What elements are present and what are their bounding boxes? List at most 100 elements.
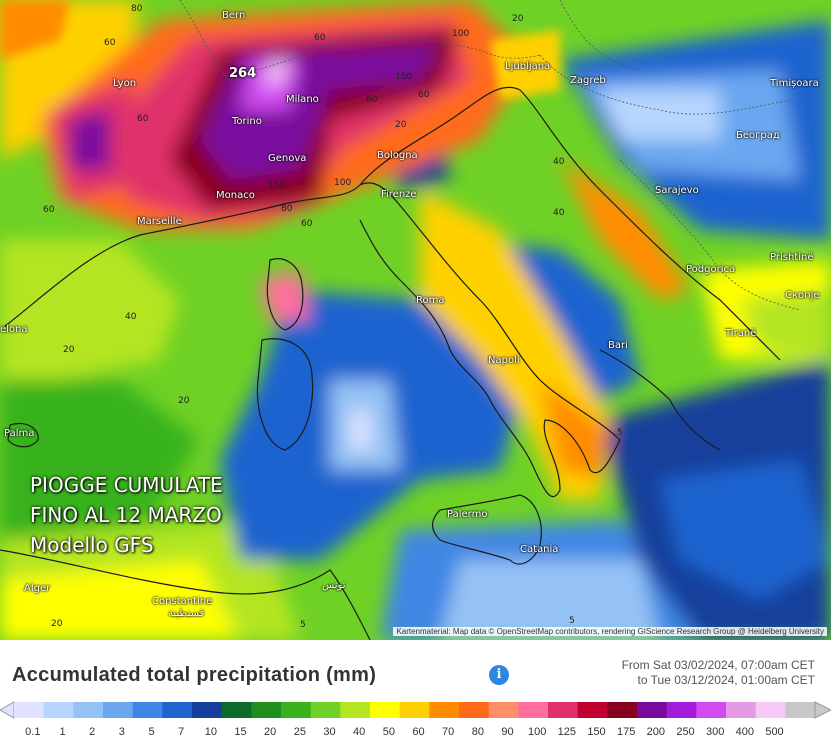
isoline-value: 60 bbox=[137, 114, 149, 124]
isoline-value: 100 bbox=[334, 178, 352, 188]
isoline-value: 60 bbox=[104, 38, 116, 48]
scale-tick-label: 500 bbox=[765, 726, 784, 738]
scale-swatch bbox=[459, 702, 490, 718]
precipitation-field bbox=[0, 0, 831, 640]
scale-swatch bbox=[281, 702, 312, 718]
city-name: Roma bbox=[416, 295, 445, 306]
scale-tick-label: 175 bbox=[616, 726, 636, 738]
scale-swatch bbox=[726, 702, 757, 718]
city-label: Ljubljana bbox=[505, 61, 550, 72]
city-label: Sarajevo bbox=[655, 185, 699, 196]
scale-tick-label: 30 bbox=[323, 726, 336, 738]
city-label: Palma bbox=[4, 428, 34, 439]
city-name: elona bbox=[0, 324, 28, 335]
borders bbox=[179, 0, 801, 311]
isoline-value: 80 bbox=[131, 4, 143, 14]
color-scale-ticks: 0.1 1 2 3 5 7 10 15 20 25 30 40 50 60 70 80 90 100 125 150 1… bbox=[0, 726, 831, 742]
city-name: Bern bbox=[222, 10, 246, 21]
isoline-value: 60 bbox=[301, 219, 313, 229]
city-name: Sarajevo bbox=[655, 185, 699, 196]
scale-tick-label: 70 bbox=[442, 726, 455, 738]
city-label: Milano bbox=[286, 94, 319, 105]
legend: Accumulated total precipitation (mm) i F… bbox=[0, 640, 831, 755]
overlay-title-line-1: PIOGGE CUMULATE bbox=[30, 473, 223, 497]
scale-swatch bbox=[103, 702, 134, 718]
scale-tick-label: 60 bbox=[412, 726, 425, 738]
scale-tick-label: 5 bbox=[148, 726, 155, 738]
precipitation-map[interactable]: Bern Lyon Milano Torino Genova Monaco Marseill… bbox=[0, 0, 831, 640]
scale-swatch bbox=[340, 702, 371, 718]
scale-swatch bbox=[637, 702, 668, 718]
map-attribution[interactable]: Kartenmaterial: Map data © OpenStreetMap… bbox=[393, 627, 827, 636]
city-label: Prishtinë bbox=[770, 252, 813, 263]
scale-tick-label: 250 bbox=[676, 726, 695, 738]
city-label: Napoli bbox=[488, 355, 520, 366]
scale-swatch bbox=[370, 702, 401, 718]
scale-swatch bbox=[666, 702, 697, 718]
isoline-value: 5 bbox=[300, 620, 306, 630]
color-scale-bar bbox=[0, 701, 831, 719]
scale-swatch bbox=[755, 702, 786, 718]
scale-swatch bbox=[43, 702, 74, 718]
city-name: Podgorica bbox=[686, 264, 736, 275]
city-name: قسنطينة bbox=[168, 608, 205, 619]
isoline-value: 80 bbox=[281, 204, 293, 214]
city-label: Timișoara bbox=[770, 78, 819, 89]
scale-tick-label: 80 bbox=[471, 726, 484, 738]
city-label: Lyon bbox=[113, 78, 136, 89]
scale-swatch bbox=[221, 702, 252, 718]
coastlines bbox=[0, 86, 781, 640]
scale-swatch bbox=[162, 702, 193, 718]
city-label: Alger bbox=[24, 583, 50, 594]
scale-tick-label: 3 bbox=[118, 726, 125, 738]
isoline-value: 60 bbox=[366, 95, 378, 105]
scale-tick-label: 150 bbox=[587, 726, 606, 738]
city-name: Marseille bbox=[137, 216, 182, 227]
city-name: Palermo bbox=[447, 509, 488, 520]
scale-swatch bbox=[73, 702, 104, 718]
scale-tick-label: 50 bbox=[382, 726, 395, 738]
city-name: Скопје bbox=[785, 290, 820, 301]
scale-swatch bbox=[488, 702, 519, 718]
city-name: Bologna bbox=[377, 150, 418, 161]
city-label: Podgorica bbox=[686, 264, 735, 275]
city-name: Firenze bbox=[381, 189, 417, 200]
city-name: Tiranë bbox=[725, 328, 757, 339]
scale-swatch bbox=[548, 702, 579, 718]
scale-swatch bbox=[251, 702, 282, 718]
scale-tick-label: 400 bbox=[735, 726, 755, 738]
city-name: Napoli bbox=[488, 355, 520, 366]
scale-tick-label: 300 bbox=[705, 726, 725, 738]
city-label: Constantine bbox=[152, 596, 212, 607]
scale-swatch bbox=[785, 702, 816, 718]
scale-tick-label: 10 bbox=[204, 726, 217, 738]
scale-tick-label: 40 bbox=[353, 726, 366, 738]
scale-swatch bbox=[607, 702, 638, 718]
overlay-title-line-3: Modello GFS bbox=[30, 533, 154, 557]
overlay-title: PIOGGE CUMULATE FINO AL 12 MARZO Modello… bbox=[30, 470, 223, 560]
city-name: Timișoara bbox=[770, 78, 819, 89]
city-label: Torino bbox=[232, 116, 262, 127]
isoline-value: 60 bbox=[418, 90, 430, 100]
scale-tick-label: 1 bbox=[59, 726, 66, 738]
scale-tick-label: 125 bbox=[557, 726, 577, 738]
city-label: Genova bbox=[268, 153, 306, 164]
city-label: Palermo bbox=[447, 509, 487, 520]
info-icon[interactable]: i bbox=[489, 665, 509, 685]
isoline-value: 20 bbox=[63, 345, 75, 355]
scale-tick-label: 15 bbox=[234, 726, 247, 738]
scale-swatch bbox=[577, 702, 608, 718]
scale-tick-label: 90 bbox=[501, 726, 514, 738]
isoline-value: 5 bbox=[617, 428, 623, 438]
city-name: Bari bbox=[608, 340, 628, 351]
city-label: elona bbox=[0, 324, 28, 335]
scale-tick-label: 0.1 bbox=[25, 726, 41, 738]
city-name: Alger bbox=[24, 583, 51, 594]
city-label: Tiranë bbox=[725, 328, 756, 339]
isoline-value: 20 bbox=[512, 14, 524, 24]
max-value-label: 264 bbox=[229, 66, 257, 81]
scale-swatch bbox=[399, 702, 430, 718]
scale-tick-label: 7 bbox=[178, 726, 185, 738]
scale-swatch bbox=[14, 702, 45, 718]
forecast-period: From Sat 03/02/2024, 07:00am CET to Tue … bbox=[622, 658, 815, 688]
